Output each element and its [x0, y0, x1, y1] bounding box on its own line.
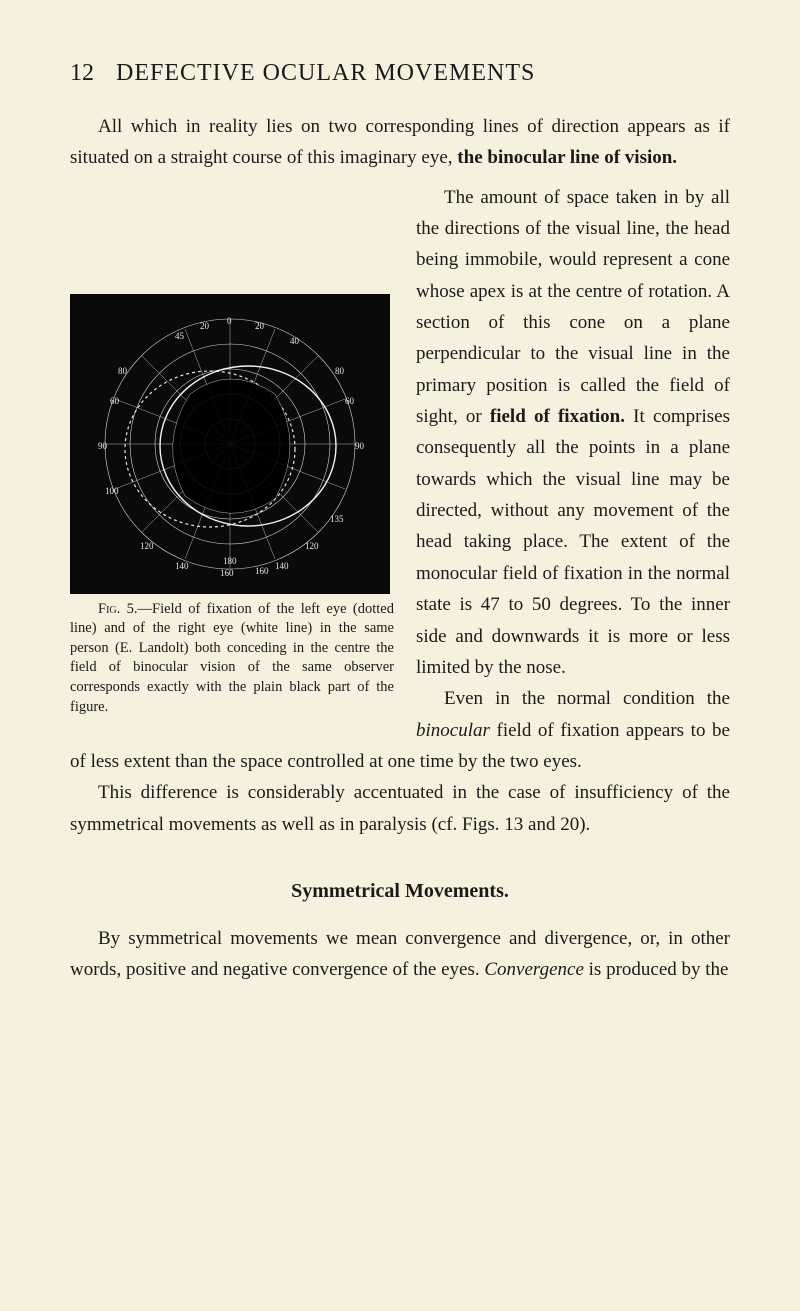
- paragraph-1: All which in reality lies on two corresp…: [70, 111, 730, 174]
- svg-text:40: 40: [290, 336, 300, 346]
- p2-bold: field of fixation.: [490, 406, 625, 427]
- p1-bold: the binocular line of vision.: [457, 147, 677, 168]
- svg-text:140: 140: [275, 561, 289, 571]
- svg-text:20: 20: [200, 321, 210, 331]
- svg-text:0: 0: [227, 316, 232, 326]
- svg-text:45: 45: [175, 331, 185, 341]
- svg-text:100: 100: [105, 486, 119, 496]
- page-number: 12: [70, 60, 94, 87]
- svg-text:160: 160: [220, 568, 234, 578]
- svg-text:80: 80: [118, 366, 128, 376]
- p5-cont: is produced by the: [584, 959, 729, 980]
- fig-label: Fig.: [98, 601, 120, 617]
- paragraph-2-intro: 0 20 40 45 20 60 90 100 60 90 120 140 16…: [70, 182, 730, 684]
- svg-text:60: 60: [345, 396, 355, 406]
- svg-text:140: 140: [175, 561, 189, 571]
- p3-cont: field of fixation appears to be of less …: [70, 720, 730, 772]
- svg-text:120: 120: [140, 541, 154, 551]
- p2-text: The amount of space taken in by all the …: [416, 187, 730, 427]
- page-header: 12 DEFECTIVE OCULAR MOVEMENTS: [70, 60, 730, 87]
- svg-text:90: 90: [355, 441, 365, 451]
- page-title: DEFECTIVE OCULAR MOVEMENTS: [116, 60, 535, 87]
- polar-chart-icon: 0 20 40 45 20 60 90 100 60 90 120 140 16…: [80, 304, 380, 584]
- svg-text:180: 180: [223, 556, 237, 566]
- svg-text:120: 120: [305, 541, 319, 551]
- p4-text: This difference is considerably accentua…: [70, 782, 730, 834]
- section-heading: Symmetrical Movements.: [70, 880, 730, 903]
- fig-caption-text: 5.—Field of fixation of the left eye (do…: [70, 601, 394, 715]
- figure-5-caption: Fig. 5.—Field of fixation of the left ey…: [70, 600, 400, 717]
- svg-text:60: 60: [110, 396, 120, 406]
- paragraph-4: This difference is considerably accentua…: [70, 777, 730, 840]
- svg-text:160: 160: [255, 566, 269, 576]
- figure-5-block: 0 20 40 45 20 60 90 100 60 90 120 140 16…: [70, 294, 400, 717]
- svg-text:90: 90: [98, 441, 108, 451]
- svg-text:20: 20: [255, 321, 265, 331]
- svg-text:135: 135: [330, 514, 344, 524]
- p3-text: Even in the normal condition the: [444, 688, 730, 709]
- p5-italic: Convergence: [484, 959, 584, 980]
- p2-cont: It comprises consequently all the points…: [416, 406, 730, 678]
- svg-text:80: 80: [335, 366, 345, 376]
- p3-italic: binocular: [416, 720, 490, 741]
- figure-5-image: 0 20 40 45 20 60 90 100 60 90 120 140 16…: [70, 294, 390, 594]
- paragraph-5: By symmetrical movements we mean converg…: [70, 923, 730, 986]
